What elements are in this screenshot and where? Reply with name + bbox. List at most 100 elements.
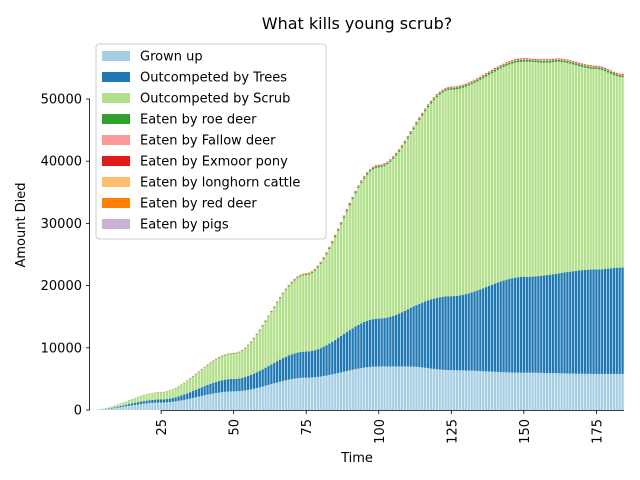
bar-segment-5 [493, 68, 497, 69]
bar-segment-2 [162, 392, 166, 400]
bar-segment-1 [418, 303, 421, 368]
bar-segment-3 [400, 146, 404, 148]
bar-segment-1 [374, 318, 378, 367]
bar-segment-3 [514, 60, 517, 63]
bar-segment-1 [618, 267, 621, 374]
bar-segment-2 [618, 76, 621, 268]
bar-segment-3 [290, 282, 293, 284]
bar-segment-5 [429, 100, 433, 102]
bar-segment-4 [334, 235, 337, 236]
legend: Grown up Outcompeted by Trees Outcompeted … [95, 43, 327, 240]
bar-segment-1 [508, 278, 511, 373]
bar-segment-3 [447, 88, 450, 90]
bar-segment-2 [484, 76, 488, 288]
bar-segment-2 [171, 389, 174, 399]
bar-segment-5 [479, 76, 482, 78]
bar-segment-3 [307, 273, 311, 275]
bar-segment-3 [606, 70, 610, 73]
bar-segment-0 [586, 373, 589, 410]
bar-segment-1 [458, 295, 462, 371]
bar-segment-0 [351, 369, 354, 410]
bar-segment-4 [461, 85, 465, 87]
bar-segment-0 [589, 373, 592, 410]
y-tick-label: 0 [74, 404, 82, 419]
bar-segment-1 [281, 358, 285, 381]
bar-segment-2 [415, 124, 418, 306]
bar-segment-1 [589, 269, 592, 374]
bar-segment-2 [159, 392, 163, 400]
bar-segment-4 [366, 172, 369, 174]
bar-segment-1 [389, 316, 392, 367]
bar-segment-0 [371, 366, 375, 410]
bar-segment-2 [258, 330, 261, 371]
bar-segment-5 [461, 84, 465, 86]
bar-segment-4 [339, 222, 343, 224]
bar-segment-4 [609, 71, 613, 72]
bar-segment-4 [531, 59, 534, 61]
bar-segment-4 [397, 149, 401, 151]
bar-segment-1 [441, 296, 444, 370]
x-tick-label: 100 [373, 419, 388, 444]
bar-segment-1 [258, 370, 261, 388]
bar-segment-1 [429, 299, 433, 369]
bar-segment-0 [511, 372, 514, 410]
bar-segment-2 [557, 61, 560, 274]
bar-segment-4 [583, 64, 586, 66]
bar-segment-2 [197, 372, 200, 389]
bar-segment-5 [409, 131, 412, 132]
bar-segment-3 [487, 73, 491, 75]
bar-segment-3 [293, 279, 296, 281]
bar-segment-0 [548, 373, 552, 410]
bar-segment-4 [345, 209, 348, 211]
bar-segment-0 [148, 403, 151, 410]
bar-segment-0 [180, 400, 183, 410]
bar-segment-1 [435, 297, 438, 370]
bar-segment-3 [464, 85, 467, 87]
bar-segment-3 [339, 223, 343, 225]
bar-segment-2 [322, 259, 325, 347]
bar-segment-0 [508, 372, 511, 410]
bar-segment-2 [302, 275, 305, 352]
bar-segment-1 [612, 268, 615, 374]
bar-segment-3 [287, 285, 290, 287]
bar-segment-1 [383, 318, 386, 367]
bar-segment-5 [560, 58, 563, 60]
bar-segment-0 [264, 385, 267, 410]
bar-segment-3 [366, 173, 369, 175]
bar-segment-4 [395, 153, 398, 155]
bar-segment-1 [580, 270, 584, 374]
bar-segment-4 [540, 59, 543, 61]
bar-segment-2 [383, 165, 386, 319]
bar-segment-5 [444, 88, 447, 89]
bar-segment-2 [453, 89, 456, 297]
bar-segment-5 [380, 164, 383, 166]
bar-segment-2 [107, 407, 111, 409]
bar-segment-2 [508, 64, 511, 279]
bar-segment-2 [255, 334, 259, 373]
bar-segment-1 [296, 352, 299, 379]
bar-segment-0 [159, 402, 163, 410]
bar-segment-0 [267, 384, 270, 410]
bar-segment-3 [331, 242, 334, 244]
bar-segment-2 [514, 62, 517, 278]
bar-segment-4 [479, 77, 482, 79]
bar-segment-3 [395, 154, 398, 156]
bar-segment-2 [226, 354, 230, 380]
bar-segment-2 [403, 143, 407, 311]
bar-segment-2 [200, 369, 203, 388]
bar-segment-3 [453, 87, 456, 90]
bar-segment-5 [490, 70, 494, 71]
bar-segment-2 [516, 62, 520, 278]
bar-segment-1 [543, 275, 546, 373]
bar-segment-4 [505, 63, 508, 64]
bar-segment-0 [313, 377, 317, 410]
bar-segment-1 [191, 391, 195, 398]
bar-segment-0 [154, 402, 157, 410]
bar-segment-5 [406, 136, 409, 137]
bar-segment-1 [232, 378, 235, 392]
bar-segment-4 [458, 86, 462, 87]
bar-segment-0 [133, 404, 137, 410]
bar-segment-5 [563, 59, 566, 60]
bar-segment-5 [450, 86, 453, 88]
bar-segment-2 [580, 66, 584, 271]
